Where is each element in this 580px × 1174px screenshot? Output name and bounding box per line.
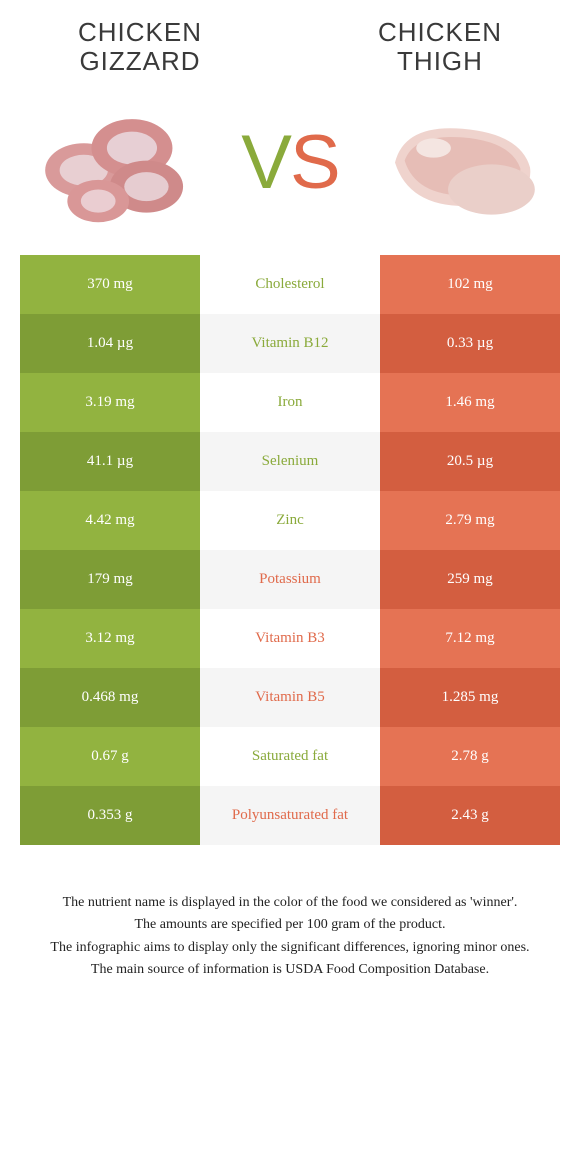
left-value: 179 mg (20, 550, 200, 609)
vs-s: S (290, 120, 339, 205)
nutrient-name: Vitamin B5 (200, 668, 380, 727)
left-value: 3.19 mg (20, 373, 200, 432)
nutrient-name: Cholesterol (200, 255, 380, 314)
vs-v: V (241, 120, 290, 205)
table-row: 4.42 mgZinc2.79 mg (20, 491, 560, 550)
footnote-line: The infographic aims to display only the… (20, 938, 560, 958)
left-food-title: CHICKEN GIZZARD (40, 18, 240, 75)
table-row: 370 mgCholesterol102 mg (20, 255, 560, 314)
table-row: 3.19 mgIron1.46 mg (20, 373, 560, 432)
left-value: 41.1 µg (20, 432, 200, 491)
table-row: 1.04 µgVitamin B120.33 µg (20, 314, 560, 373)
table-row: 41.1 µgSelenium20.5 µg (20, 432, 560, 491)
right-food-image (375, 95, 550, 230)
nutrient-name: Zinc (200, 491, 380, 550)
header: CHICKEN GIZZARD CHICKEN THIGH (0, 0, 580, 85)
right-value: 7.12 mg (380, 609, 560, 668)
right-value: 20.5 µg (380, 432, 560, 491)
footnote-line: The amounts are specified per 100 gram o… (20, 915, 560, 935)
right-value: 1.46 mg (380, 373, 560, 432)
table-row: 3.12 mgVitamin B37.12 mg (20, 609, 560, 668)
right-value: 2.43 g (380, 786, 560, 845)
hero-row: VS (0, 85, 580, 255)
comparison-table: 370 mgCholesterol102 mg1.04 µgVitamin B1… (0, 255, 580, 845)
left-value: 0.353 g (20, 786, 200, 845)
thigh-illustration (375, 95, 550, 230)
table-row: 0.67 gSaturated fat2.78 g (20, 727, 560, 786)
nutrient-name: Potassium (200, 550, 380, 609)
left-value: 0.468 mg (20, 668, 200, 727)
left-value: 4.42 mg (20, 491, 200, 550)
vs-label: VS (241, 119, 338, 206)
table-row: 0.468 mgVitamin B51.285 mg (20, 668, 560, 727)
right-value: 102 mg (380, 255, 560, 314)
table-row: 179 mgPotassium259 mg (20, 550, 560, 609)
right-value: 2.78 g (380, 727, 560, 786)
nutrient-name: Polyunsaturated fat (200, 786, 380, 845)
footnotes: The nutrient name is displayed in the co… (0, 845, 580, 980)
right-value: 1.285 mg (380, 668, 560, 727)
right-value: 0.33 µg (380, 314, 560, 373)
left-value: 370 mg (20, 255, 200, 314)
left-value: 0.67 g (20, 727, 200, 786)
nutrient-name: Vitamin B3 (200, 609, 380, 668)
right-value: 259 mg (380, 550, 560, 609)
nutrient-name: Iron (200, 373, 380, 432)
right-food-title: CHICKEN THIGH (340, 18, 540, 75)
right-value: 2.79 mg (380, 491, 560, 550)
left-food-image (30, 95, 205, 230)
left-value: 1.04 µg (20, 314, 200, 373)
footnote-line: The nutrient name is displayed in the co… (20, 893, 560, 913)
nutrient-name: Selenium (200, 432, 380, 491)
nutrient-name: Saturated fat (200, 727, 380, 786)
footnote-line: The main source of information is USDA F… (20, 960, 560, 980)
nutrient-name: Vitamin B12 (200, 314, 380, 373)
left-value: 3.12 mg (20, 609, 200, 668)
table-row: 0.353 gPolyunsaturated fat2.43 g (20, 786, 560, 845)
gizzard-illustration (30, 95, 205, 230)
